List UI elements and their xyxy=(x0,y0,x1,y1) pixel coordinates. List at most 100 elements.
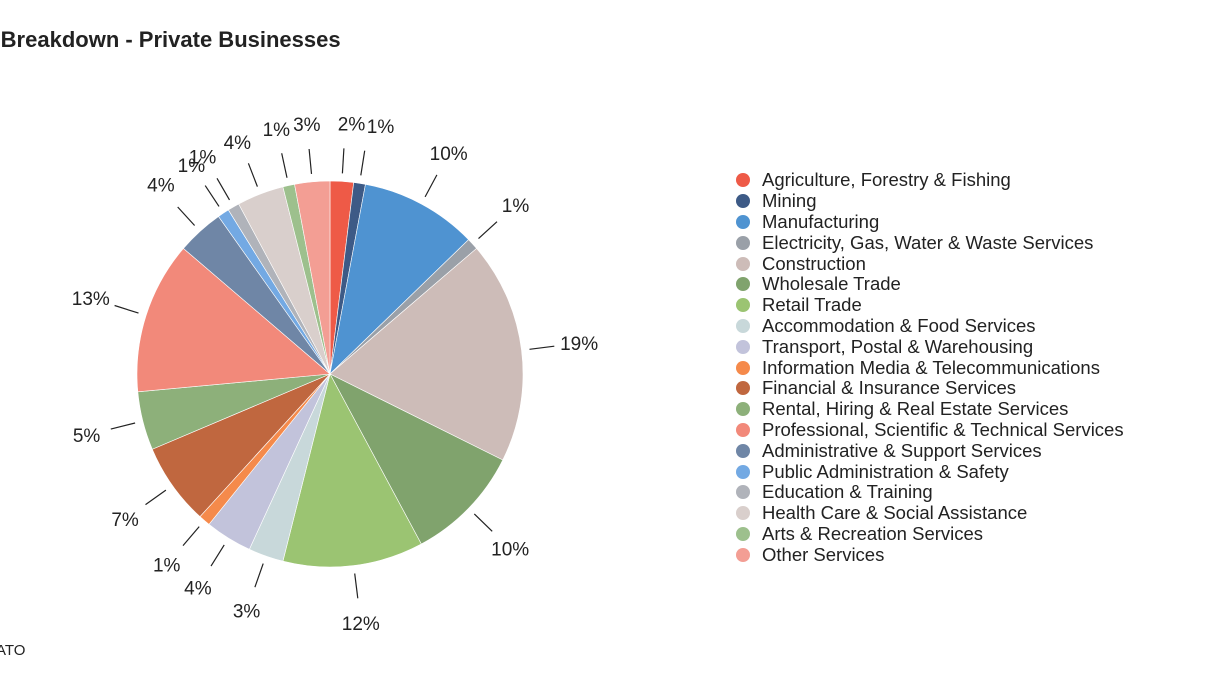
legend-label: Financial & Insurance Services xyxy=(762,377,1016,399)
leader-line xyxy=(247,163,258,187)
legend-swatch xyxy=(736,277,750,292)
leader-line xyxy=(254,563,264,588)
legend-label: Construction xyxy=(762,252,866,274)
slice-percent-label: 19% xyxy=(560,334,598,355)
leader-line xyxy=(308,148,313,174)
legend-item: Other Services xyxy=(736,544,1124,565)
legend-swatch xyxy=(736,464,750,479)
legend-label: Transport, Postal & Warehousing xyxy=(762,335,1034,357)
slice-percent-label: 7% xyxy=(111,510,139,531)
legend-item: Accommodation & Food Services xyxy=(736,314,1124,337)
leader-line xyxy=(210,544,225,567)
legend-swatch xyxy=(736,318,750,333)
legend-label: Education & Training xyxy=(762,481,933,503)
legend-label: Retail Trade xyxy=(762,294,862,316)
slice-percent-label: 1% xyxy=(263,120,291,141)
slice-percent-label: 2% xyxy=(338,115,366,136)
leader-line xyxy=(478,221,498,240)
pie-slice xyxy=(294,180,331,375)
legend-swatch xyxy=(736,194,750,209)
pie-chart: 2% 1%10%1%19%10%12%3%4%1%7%5%13%4%1%1%4%1… xyxy=(72,115,598,636)
legend-swatch xyxy=(736,360,750,375)
legend-item: Manufacturing xyxy=(736,211,1124,233)
legend-label: Information Media & Telecommunications xyxy=(762,356,1100,378)
legend-label: Arts & Recreation Services xyxy=(762,522,984,544)
chart-legend: Agriculture, Forestry & Fishing Mining Man… xyxy=(736,169,1124,565)
slice-percent-label: 3% xyxy=(233,602,261,623)
legend-label: Other Services xyxy=(762,543,885,565)
legend-swatch xyxy=(736,214,750,229)
pie-slice xyxy=(329,373,504,545)
slice-percent-label: 1% xyxy=(189,148,217,169)
leader-line xyxy=(145,489,167,506)
legend-swatch xyxy=(736,526,750,541)
leader-line xyxy=(341,148,345,174)
legend-item: Information Media & Telecommunications xyxy=(736,357,1124,378)
legend-label: Rental, Hiring & Real Estate Services xyxy=(762,398,1069,420)
slice-percent-label: 4% xyxy=(224,133,252,154)
legend-swatch xyxy=(736,381,750,396)
legend-label: Manufacturing xyxy=(762,211,880,232)
legend-swatch xyxy=(736,235,750,250)
chart-title: r Breakdown - Private Businesses xyxy=(0,27,341,52)
legend-item: Financial & Insurance Services xyxy=(736,377,1124,399)
legend-label: Public Administration & Safety xyxy=(762,460,1009,482)
slice-percent-label: 3% xyxy=(293,115,321,136)
slice-percent-label: 1% xyxy=(153,556,181,577)
legend-label: Agriculture, Forestry & Fishing xyxy=(762,169,1011,191)
pie-slice xyxy=(282,373,422,568)
legend-item: Transport, Postal & Warehousing xyxy=(736,336,1124,357)
legend-label: Mining xyxy=(762,190,817,212)
legend-label: Administrative & Support Services xyxy=(762,439,1042,461)
pie-slice xyxy=(329,183,469,375)
pie-slice xyxy=(136,248,331,393)
leader-line xyxy=(204,185,220,207)
legend-item: Retail Trade xyxy=(736,294,1124,316)
legend-swatch xyxy=(736,256,750,271)
leader-line xyxy=(114,304,139,314)
slice-percent-label: 10% xyxy=(430,144,468,165)
legend-swatch xyxy=(736,547,750,562)
legend-swatch xyxy=(736,298,750,313)
slice-percent-label: 13% xyxy=(72,289,110,310)
slice-percent-label: 1% xyxy=(502,196,530,217)
legend-item: Rental, Hiring & Real Estate Services xyxy=(736,398,1124,420)
legend-item: Electricity, Gas, Water & Waste Services xyxy=(736,232,1124,253)
legend-label: Wholesale Trade xyxy=(762,273,901,295)
leader-line xyxy=(177,206,196,226)
leader-line xyxy=(281,153,288,178)
legend-swatch xyxy=(736,422,750,437)
legend-swatch xyxy=(736,506,750,521)
legend-label: Accommodation & Food Services xyxy=(762,314,1036,336)
legend-item: Wholesale Trade xyxy=(736,273,1124,295)
legend-swatch xyxy=(736,339,750,354)
legend-item: Construction xyxy=(736,253,1124,274)
slice-percent-label: 1% xyxy=(367,117,395,138)
legend-item: Mining xyxy=(736,190,1124,212)
legend-item: Professional, Scientific & Technical Ser… xyxy=(736,418,1124,441)
legend-label: Professional, Scientific & Technical Ser… xyxy=(762,418,1124,440)
legend-swatch xyxy=(736,443,750,458)
slice-percent-label: 12% xyxy=(342,614,380,635)
leader-line xyxy=(110,422,136,430)
legend-item: Arts & Recreation Services xyxy=(736,522,1124,545)
legend-item: Agriculture, Forestry & Fishing xyxy=(736,169,1124,191)
legend-swatch xyxy=(736,173,750,188)
legend-swatch xyxy=(736,402,750,417)
source-note: ATO xyxy=(0,642,26,659)
leader-line xyxy=(424,174,438,198)
legend-swatch xyxy=(736,485,750,500)
legend-label: Health Care & Social Assistance xyxy=(762,502,1028,524)
slice-percent-label: 10% xyxy=(491,540,529,561)
legend-label: Electricity, Gas, Water & Waste Services xyxy=(762,231,1094,253)
slice-percent-label: 5% xyxy=(73,426,101,447)
legend-item: Health Care & Social Assistance xyxy=(736,502,1124,524)
leader-line xyxy=(529,345,555,350)
leader-line xyxy=(216,177,231,201)
legend-item: Public Administration & Safety xyxy=(736,461,1124,482)
slice-percent-label: 4% xyxy=(184,578,212,599)
slice-percent-label: 4% xyxy=(147,176,175,197)
leader-line xyxy=(360,150,366,176)
slice-percent-label: 1% xyxy=(178,156,206,177)
legend-item: Education & Training xyxy=(736,481,1124,503)
